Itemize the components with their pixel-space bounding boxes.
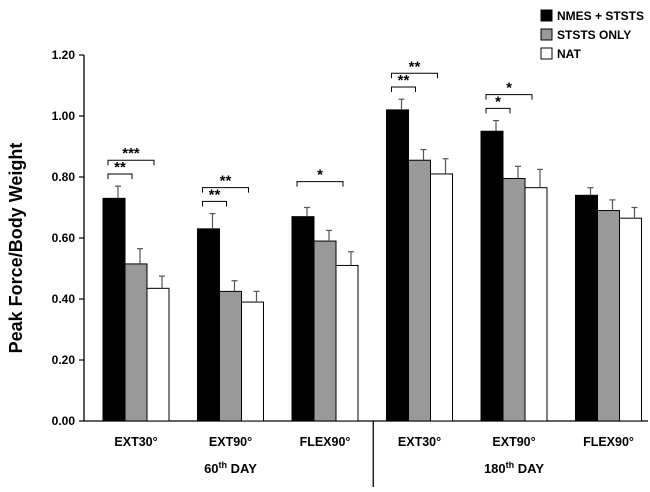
bar — [335, 264, 359, 422]
x-tick-label: EXT90° — [209, 435, 252, 449]
legend-label: NAT — [557, 47, 581, 61]
significance-layer: ********* ******* — [107, 58, 533, 207]
x-tick-label: FLEX90° — [583, 435, 634, 449]
group-label: 180th DAY — [484, 460, 544, 476]
significance-bracket — [296, 181, 344, 187]
significance-marker: * — [495, 93, 501, 110]
legend-swatch — [540, 9, 553, 22]
bar — [430, 173, 453, 422]
group-label: 60th DAY — [204, 460, 257, 476]
x-tick-label: FLEX90° — [300, 435, 351, 449]
bars-layer — [102, 98, 642, 422]
significance-marker: ** — [114, 159, 126, 176]
bar — [219, 290, 242, 422]
significance-marker: *** — [122, 145, 140, 162]
legend: NMES + STSTS STSTS ONLY NAT — [540, 9, 644, 61]
x-tick-label: EXT90° — [492, 435, 535, 449]
bar — [291, 216, 315, 422]
y-tick-label: 1.00 — [52, 109, 76, 123]
axes-layer — [79, 54, 648, 487]
significance-bracket — [107, 173, 133, 179]
bar — [146, 287, 170, 422]
y-tick-label: 0.80 — [52, 170, 76, 184]
labels-layer: 0.00 0.20 0.40 0.60 0.80 1.00 1.20 Peak Force/B… — [6, 48, 634, 476]
bar — [241, 301, 264, 422]
bar — [313, 240, 337, 422]
bar — [619, 217, 642, 422]
significance-bracket — [391, 72, 438, 79]
y-tick-label: 0.40 — [52, 292, 76, 306]
significance-bracket — [202, 200, 227, 207]
bar — [408, 159, 431, 422]
bar — [102, 197, 126, 422]
significance-marker: ** — [398, 72, 410, 89]
legend-swatch — [540, 47, 553, 60]
bar — [597, 210, 620, 422]
bar — [480, 130, 504, 422]
bar — [524, 187, 548, 422]
significance-bracket — [391, 86, 416, 93]
significance-marker: ** — [409, 58, 421, 75]
significance-marker: * — [317, 167, 323, 184]
significance-marker: ** — [220, 173, 232, 190]
significance-bracket — [485, 94, 533, 100]
y-tick-label: 1.20 — [52, 48, 76, 62]
significance-bracket — [202, 187, 249, 193]
significance-bracket — [485, 107, 511, 114]
legend-swatch — [540, 28, 553, 41]
y-tick-label: 0.00 — [52, 414, 76, 428]
x-tick-label: EXT30° — [398, 435, 441, 449]
bar — [124, 263, 148, 422]
bar — [386, 109, 409, 422]
significance-marker: ** — [209, 186, 221, 203]
significance-marker: * — [506, 80, 512, 97]
legend-label: NMES + STSTS — [557, 9, 644, 23]
bar — [502, 178, 526, 422]
y-tick-label: 0.20 — [52, 353, 76, 367]
y-axis-title: Peak Force/Body Weight — [6, 143, 26, 354]
bar — [575, 194, 598, 422]
significance-bracket — [107, 159, 155, 166]
y-tick-label: 0.60 — [52, 231, 76, 245]
legend-label: STSTS ONLY — [557, 28, 631, 42]
bar — [197, 228, 220, 422]
x-tick-label: EXT30° — [114, 435, 157, 449]
